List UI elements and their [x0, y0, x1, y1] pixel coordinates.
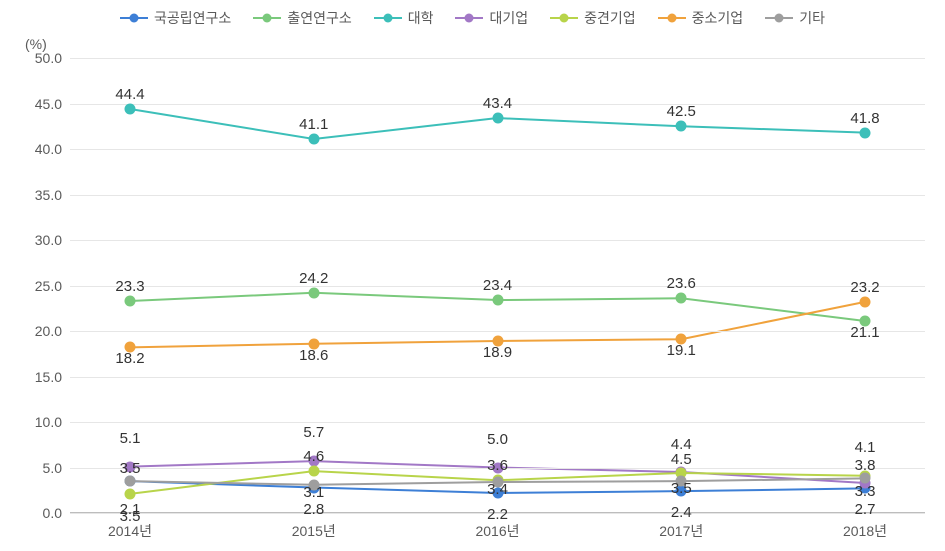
gridline: [70, 240, 925, 241]
legend-label: 대학: [408, 8, 434, 28]
legend-label: 중소기업: [692, 8, 744, 28]
data-point: [676, 121, 687, 132]
gridline: [70, 149, 925, 150]
y-tick-label: 45.0: [35, 96, 70, 112]
data-label: 43.4: [483, 95, 512, 112]
data-label: 18.9: [483, 344, 512, 361]
data-label: 2.7: [855, 501, 876, 518]
data-label: 4.1: [855, 439, 876, 456]
data-label: 3.6: [487, 457, 508, 474]
gridline: [70, 331, 925, 332]
legend-item: 대학: [374, 8, 434, 28]
legend-swatch: [374, 12, 402, 24]
legend-label: 기타: [799, 8, 825, 28]
data-point: [860, 296, 871, 307]
legend: 국공립연구소 출연연구소 대학 대기업 중견기업 중소기업 기타: [0, 8, 945, 28]
data-point: [125, 488, 136, 499]
legend-item: 대기업: [455, 8, 528, 28]
data-label: 23.3: [115, 278, 144, 295]
y-tick-label: 40.0: [35, 141, 70, 157]
legend-swatch: [455, 12, 483, 24]
line-chart: 국공립연구소출연연구소대학대기업중견기업중소기업기타 (%) 0.05.010.…: [0, 0, 945, 551]
data-label: 2.1: [120, 501, 141, 518]
data-label: 3.5: [671, 480, 692, 497]
data-point: [860, 127, 871, 138]
y-tick-label: 35.0: [35, 187, 70, 203]
plot-area: 0.05.010.015.020.025.030.035.040.045.050…: [70, 58, 925, 513]
legend-item: 기타: [765, 8, 825, 28]
legend-swatch: [658, 12, 686, 24]
legend-swatch: [765, 12, 793, 24]
legend-label: 대기업: [489, 8, 528, 28]
y-tick-label: 0.0: [43, 505, 70, 521]
data-label: 4.4: [671, 436, 692, 453]
data-point: [308, 466, 319, 477]
data-label: 21.1: [850, 324, 879, 341]
data-label: 23.2: [850, 279, 879, 296]
data-label: 3.8: [855, 457, 876, 474]
data-point: [125, 103, 136, 114]
data-point: [492, 295, 503, 306]
data-label: 23.4: [483, 277, 512, 294]
legend-swatch: [550, 12, 578, 24]
data-label: 44.4: [115, 86, 144, 103]
data-label: 4.6: [303, 448, 324, 465]
legend-swatch: [253, 12, 281, 24]
data-label: 18.6: [299, 347, 328, 364]
y-tick-label: 15.0: [35, 369, 70, 385]
data-point: [308, 133, 319, 144]
legend-label: 중견기업: [584, 8, 636, 28]
data-label: 2.4: [671, 504, 692, 521]
data-label: 41.8: [850, 110, 879, 127]
data-point: [860, 473, 871, 484]
legend-item: 출연연구소: [253, 8, 351, 28]
data-point: [676, 293, 687, 304]
legend-item: 중소기업: [658, 8, 744, 28]
data-label: 3.1: [303, 484, 324, 501]
legend-label: 국공립연구소: [154, 8, 231, 28]
data-label: 24.2: [299, 270, 328, 287]
data-label: 41.1: [299, 116, 328, 133]
gridline: [70, 195, 925, 196]
data-point: [492, 113, 503, 124]
y-tick-label: 25.0: [35, 278, 70, 294]
data-label: 5.7: [303, 424, 324, 441]
data-label: 3.3: [855, 483, 876, 500]
data-label: 2.2: [487, 506, 508, 523]
gridline: [70, 58, 925, 59]
data-point: [308, 287, 319, 298]
gridline: [70, 422, 925, 423]
gridline: [70, 377, 925, 378]
data-label: 3.5: [120, 460, 141, 477]
legend-item: 중견기업: [550, 8, 636, 28]
data-label: 19.1: [667, 342, 696, 359]
legend-item: 국공립연구소: [120, 8, 231, 28]
y-tick-label: 20.0: [35, 323, 70, 339]
data-point: [125, 295, 136, 306]
legend-swatch: [120, 12, 148, 24]
data-label: 5.1: [120, 430, 141, 447]
data-label: 5.0: [487, 431, 508, 448]
y-tick-label: 30.0: [35, 232, 70, 248]
data-label: 3.4: [487, 481, 508, 498]
data-point: [125, 476, 136, 487]
data-label: 18.2: [115, 350, 144, 367]
data-label: 42.5: [667, 103, 696, 120]
data-label: 4.5: [671, 451, 692, 468]
legend-label: 출연연구소: [287, 8, 351, 28]
y-tick-label: 50.0: [35, 50, 70, 66]
data-label: 2.8: [303, 501, 324, 518]
y-tick-label: 10.0: [35, 414, 70, 430]
y-tick-label: 5.0: [43, 460, 70, 476]
data-label: 23.6: [667, 275, 696, 292]
